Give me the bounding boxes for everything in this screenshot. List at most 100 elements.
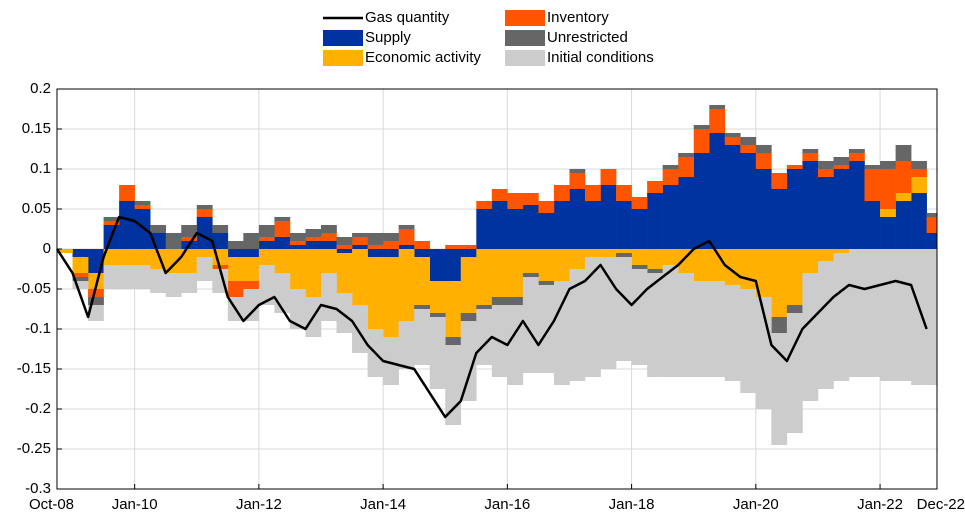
y-tick-label: -0.25 — [17, 440, 51, 457]
bar-segment — [165, 233, 182, 249]
bar-segment — [553, 185, 570, 201]
bar-segment — [212, 225, 229, 233]
bar-segment — [817, 177, 834, 249]
bar-segment — [600, 185, 617, 249]
bar-segment — [833, 165, 850, 169]
bar-segment — [196, 257, 213, 281]
legend-swatch — [505, 30, 545, 46]
bar-segment — [600, 169, 617, 185]
bar-segment — [616, 201, 632, 249]
bar-segment — [88, 273, 104, 289]
bar-segment — [336, 245, 353, 249]
bar-segment — [817, 161, 834, 169]
x-tick-label: Dec-22 — [917, 496, 965, 513]
bar-segment — [414, 241, 431, 249]
bar-segment — [305, 249, 322, 297]
bar-segment — [243, 233, 260, 249]
bar-segment — [72, 257, 89, 273]
bar-segment — [165, 249, 182, 273]
bar-segment — [631, 269, 648, 365]
bar-segment — [678, 157, 695, 177]
bar-segment — [678, 153, 695, 157]
bar-segment — [538, 213, 555, 249]
x-tick-label: Jan-14 — [360, 496, 406, 513]
bar-segment — [709, 249, 726, 281]
bar-segment — [398, 321, 415, 369]
bar-segment — [616, 253, 632, 257]
bar-segment — [165, 273, 182, 297]
bar-segment — [134, 201, 151, 205]
bar-segment — [833, 249, 850, 253]
bar-segment — [429, 317, 446, 389]
legend-label: Unrestricted — [547, 29, 628, 46]
bar-segment — [864, 249, 881, 377]
bar-segment — [243, 257, 260, 281]
bar-segment — [460, 257, 477, 313]
bar-segment — [476, 249, 493, 305]
bar-segment — [196, 217, 213, 249]
bar-segment — [849, 153, 865, 161]
bar-segment — [662, 165, 679, 169]
bar-segment — [553, 201, 570, 249]
bar-segment — [786, 313, 803, 433]
bar-segment — [880, 209, 896, 217]
bar-segment — [522, 249, 539, 273]
bar-segment — [398, 245, 415, 249]
bar-segment — [150, 269, 167, 293]
bar-segment — [662, 169, 679, 185]
bar-segment — [647, 249, 663, 269]
bar-segment — [103, 221, 120, 225]
bar-segment — [305, 241, 322, 249]
bar-segment — [724, 137, 741, 145]
bar-segment — [709, 109, 726, 133]
bar-segment — [321, 273, 337, 321]
x-tick-label: Jan-20 — [733, 496, 779, 513]
bar-segment — [72, 281, 89, 289]
x-tick-label: Jan-18 — [609, 496, 655, 513]
bar-segment — [631, 209, 648, 249]
bar-segment — [88, 305, 104, 321]
bar-segment — [321, 249, 337, 273]
legend-label: Gas quantity — [365, 9, 450, 26]
y-tick-label: -0.15 — [17, 360, 51, 377]
bar-segment — [647, 269, 663, 273]
bar-segment — [243, 249, 260, 257]
bar-segment — [476, 209, 493, 249]
bar-segment — [476, 305, 493, 309]
bar-segment — [817, 169, 834, 177]
bar-segment — [196, 249, 213, 257]
axes: -0.3 -0.25 -0.2 -0.15 -0.1 -0.05 0 0.05 0.1 0.15 0… — [17, 80, 965, 513]
y-tick-label: -0.05 — [17, 280, 51, 297]
bar-segment — [352, 237, 368, 245]
bar-segment — [352, 249, 368, 305]
x-tick-label: Jan-10 — [112, 496, 158, 513]
bar-segment — [181, 273, 198, 293]
bar-segment — [647, 193, 663, 249]
bar-segment — [864, 165, 881, 169]
bar-segment — [895, 193, 912, 201]
bar-segment — [895, 145, 912, 161]
bar-segment — [321, 233, 337, 241]
bar-segment — [647, 181, 663, 193]
bar-segment — [336, 237, 353, 245]
bar-segment — [321, 241, 337, 249]
bar-segment — [72, 277, 89, 281]
bar-segment — [724, 249, 741, 285]
bar-segment — [771, 333, 788, 445]
bar-segment — [522, 205, 539, 249]
bar-segment — [693, 129, 710, 153]
bar-segment — [911, 161, 927, 169]
bar-segment — [662, 185, 679, 249]
bars — [57, 105, 938, 445]
legend: Gas quantity Supply Economic activity Inven… — [323, 9, 654, 66]
bar-segment — [709, 133, 726, 249]
x-tick-label: Oct-08 — [29, 496, 74, 513]
bar-segment — [662, 265, 679, 377]
bar-segment — [274, 237, 291, 249]
y-tick-label: 0.2 — [30, 80, 51, 97]
bar-segment — [491, 249, 508, 297]
bar-segment — [538, 201, 555, 213]
bar-segment — [289, 289, 306, 329]
legend-label: Initial conditions — [547, 49, 654, 66]
